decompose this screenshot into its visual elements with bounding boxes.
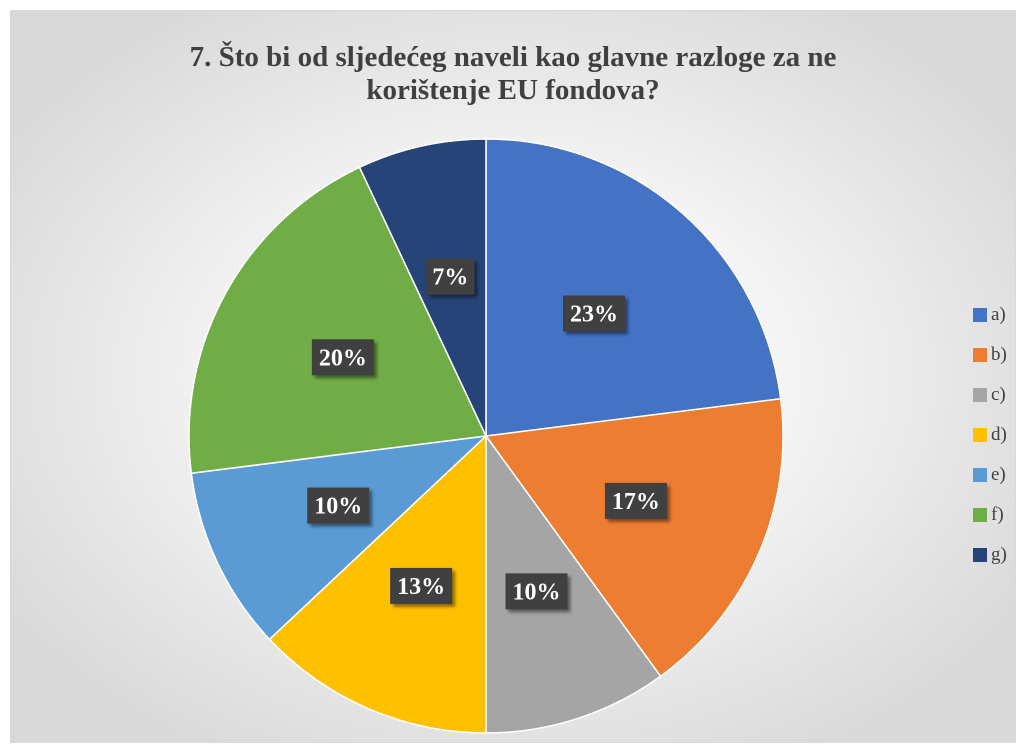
- data-label-f: 20%: [311, 339, 374, 376]
- legend-label: g): [991, 544, 1007, 565]
- svg-text:10%: 10%: [314, 494, 362, 520]
- legend-label: a): [991, 304, 1006, 325]
- data-label-g: 7%: [426, 258, 475, 295]
- data-label-d: 13%: [390, 567, 453, 604]
- data-label-b: 17%: [604, 482, 667, 519]
- pie-slice-f: [188, 166, 488, 475]
- pie-slice-a: [485, 138, 782, 437]
- legend-item-d: d): [973, 415, 1007, 455]
- legend-swatch: [973, 428, 987, 442]
- legend-swatch: [973, 468, 987, 482]
- legend: a) b) c) d) e) f) g): [973, 295, 1007, 575]
- legend-label: b): [991, 344, 1007, 365]
- legend-swatch: [973, 348, 987, 362]
- svg-text:20%: 20%: [319, 345, 367, 371]
- data-label-c: 10%: [505, 573, 568, 610]
- legend-item-g: g): [973, 535, 1007, 575]
- legend-item-a: a): [973, 295, 1007, 335]
- pie-chart: 23% 17% 10% 13% 10% 20% 7%: [188, 138, 784, 734]
- legend-swatch: [973, 308, 987, 322]
- pie-slice-e: [190, 434, 489, 641]
- legend-item-c: c): [973, 375, 1007, 415]
- pie-slice-g: [358, 138, 487, 437]
- data-label-e: 10%: [307, 487, 370, 524]
- pie-data-labels: 23% 17% 10% 13% 10% 20% 7%: [307, 258, 667, 610]
- svg-text:10%: 10%: [512, 579, 560, 605]
- legend-swatch: [973, 508, 987, 522]
- pie-slice-d: [268, 434, 487, 734]
- data-label-a: 23%: [563, 295, 626, 332]
- svg-text:13%: 13%: [397, 574, 445, 600]
- pie-slice-c: [485, 433, 662, 734]
- legend-label: f): [991, 504, 1004, 525]
- svg-text:17%: 17%: [612, 489, 660, 515]
- pie-slices: [188, 138, 784, 734]
- legend-label: e): [991, 464, 1006, 485]
- chart-area: 7. Što bi od sljedećeg naveli kao glavne…: [10, 10, 1016, 743]
- legend-item-b: b): [973, 335, 1007, 375]
- svg-text:23%: 23%: [570, 301, 618, 327]
- legend-swatch: [973, 548, 987, 562]
- legend-item-e: e): [973, 455, 1007, 495]
- svg-text:7%: 7%: [432, 265, 468, 291]
- legend-swatch: [973, 388, 987, 402]
- chart-title: 7. Što bi od sljedećeg naveli kao glavne…: [189, 41, 837, 106]
- legend-label: d): [991, 424, 1007, 445]
- pie-slice-b: [484, 397, 784, 678]
- legend-item-f: f): [973, 495, 1007, 535]
- legend-label: c): [991, 384, 1006, 405]
